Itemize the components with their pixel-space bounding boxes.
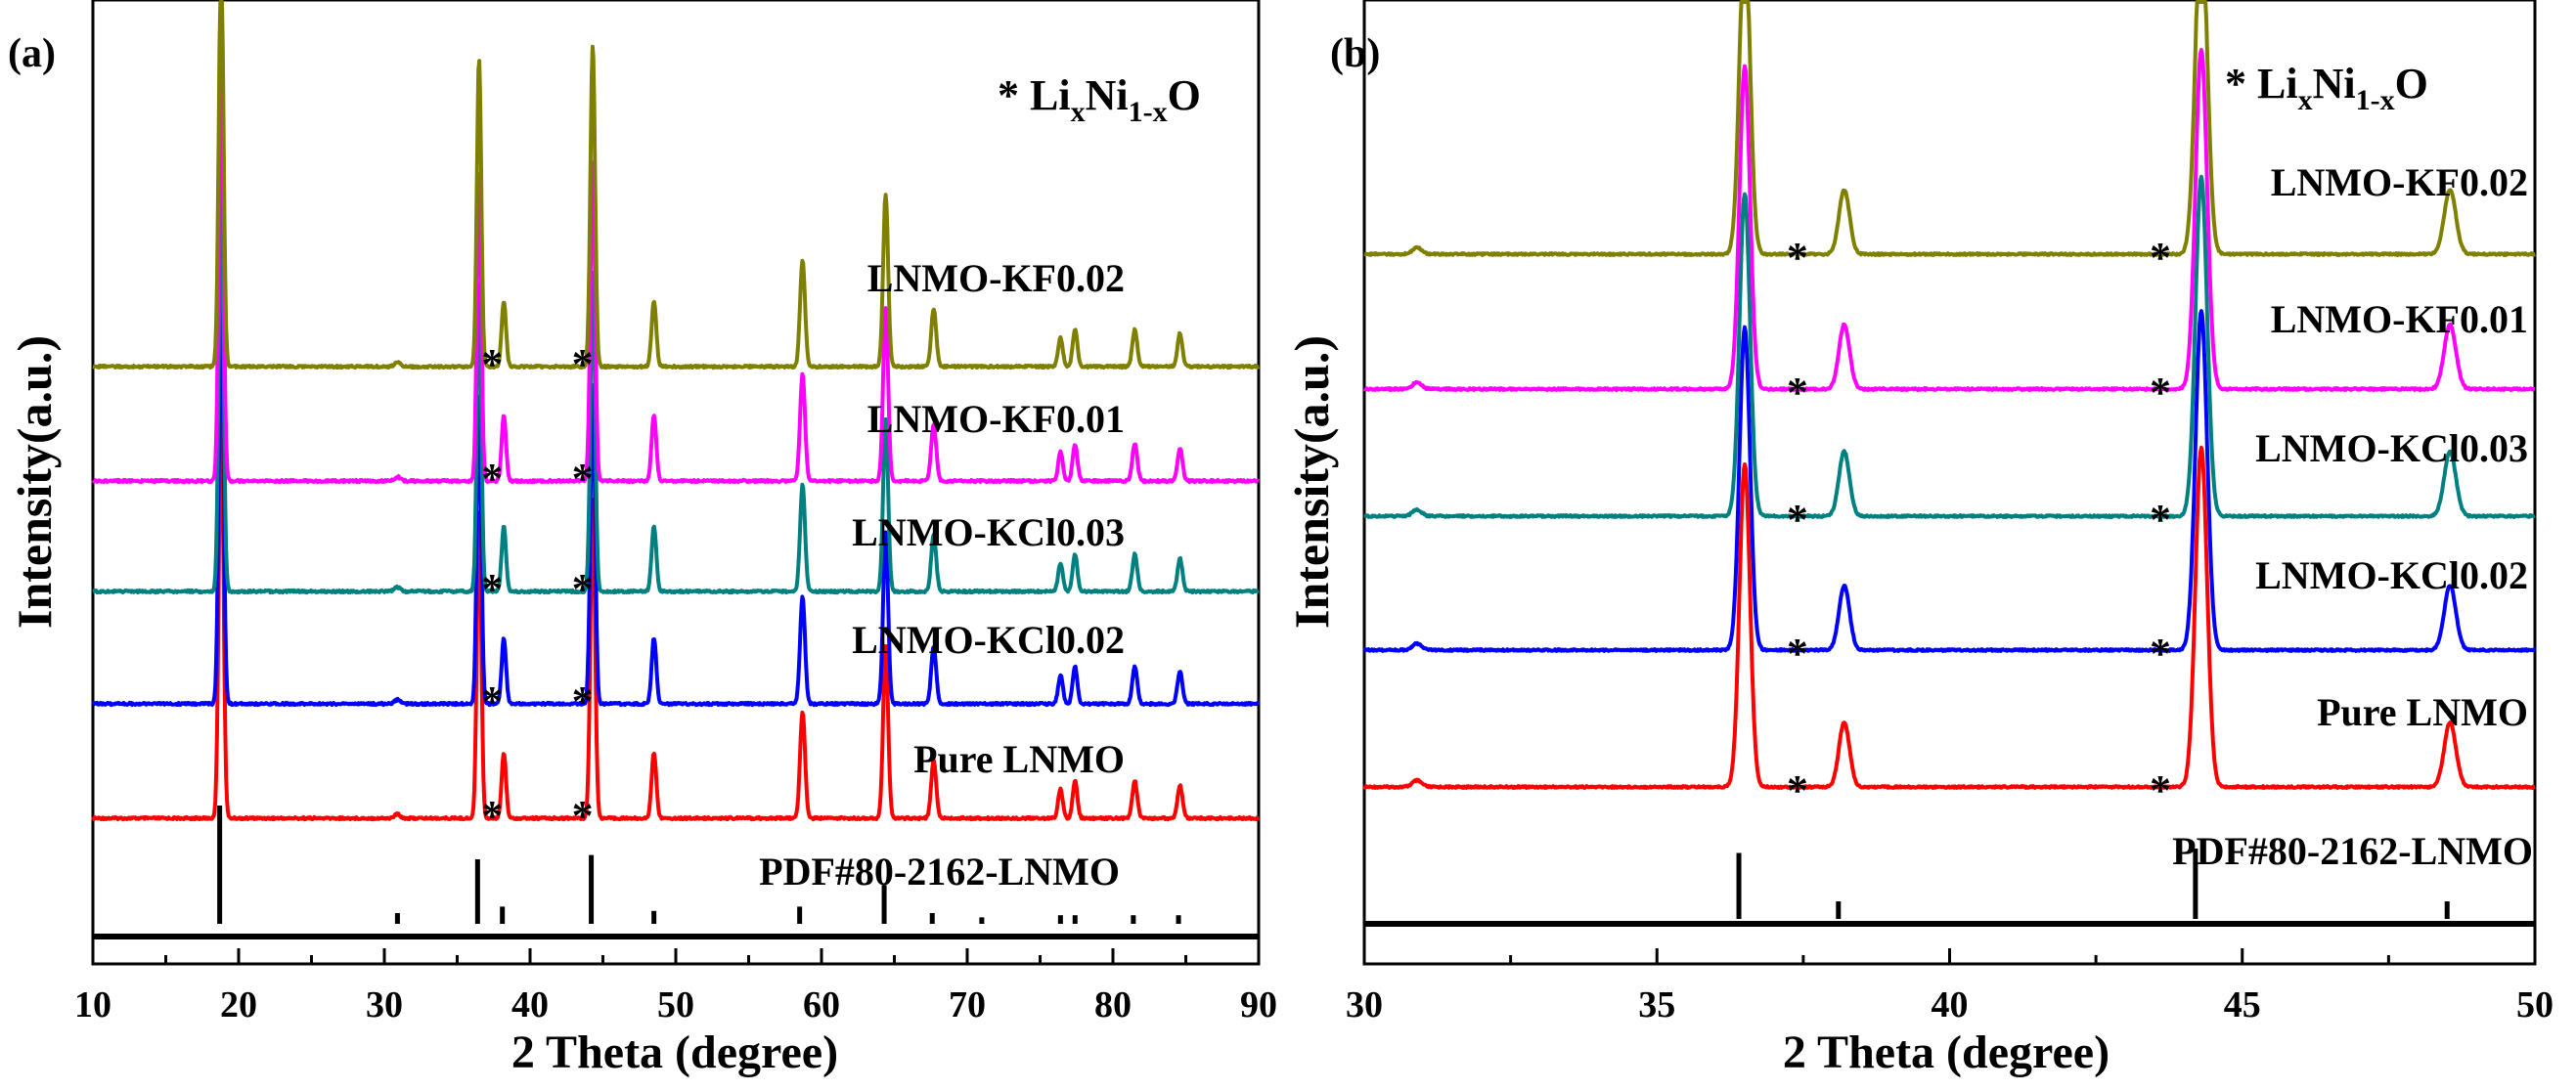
impurity-asterisk: *: [1787, 630, 1808, 677]
reference-label: PDF#80-2162-LNMO: [2172, 829, 2533, 873]
series-label: LNMO-KCl0.02: [852, 618, 1125, 662]
impurity-asterisk: *: [572, 565, 594, 613]
x-tick-label: 80: [1094, 984, 1132, 1026]
impurity-asterisk: *: [1787, 234, 1808, 282]
impurity-asterisk: *: [572, 455, 594, 502]
plot-frame: [1362, 0, 2537, 966]
x-axis-label: 2 Theta (degree): [1783, 1026, 2110, 1078]
series-label: LNMO-KF0.02: [2271, 160, 2528, 204]
impurity-asterisk: *: [1787, 766, 1808, 814]
panel-label: (a): [8, 31, 56, 76]
legend-text-part: Li: [2257, 60, 2298, 108]
impurity-asterisk: *: [481, 677, 503, 725]
impurity-asterisk: *: [1787, 496, 1808, 544]
x-tick-label: 50: [2516, 984, 2554, 1026]
legend-text-part: *: [998, 71, 1030, 119]
series-line-lnmo-kf0-01: [91, 68, 1261, 485]
x-tick-label: 90: [1240, 984, 1277, 1026]
series-line-lnmo-kf0-02: [91, 0, 1261, 371]
impurity-asterisk: *: [2150, 234, 2171, 282]
x-tick-label: 30: [366, 984, 403, 1026]
series-label: Pure LNMO: [2317, 690, 2528, 734]
impurity-asterisk: *: [572, 792, 594, 840]
x-tick-label: 40: [511, 984, 549, 1026]
series-line-lnmo-kcl0-02: [1362, 309, 2537, 653]
x-tick-label: 45: [2224, 984, 2261, 1026]
x-tick-label: 50: [657, 984, 694, 1026]
impurity-asterisk: *: [481, 455, 503, 502]
legend-text-part: 1-x: [2356, 84, 2395, 116]
x-tick-label: 40: [1932, 984, 1969, 1026]
series-line-pure-lnmo: [1362, 445, 2537, 790]
impurity-asterisk: *: [572, 340, 594, 388]
series-label: LNMO-KCl0.02: [2255, 553, 2528, 597]
x-tick-label: 30: [1346, 984, 1383, 1026]
series-line-lnmo-kf0-01: [1362, 48, 2537, 392]
series-label: LNMO-KCl0.03: [2255, 426, 2528, 470]
impurity-asterisk: *: [2150, 496, 2171, 544]
series-label: LNMO-KCl0.03: [852, 510, 1125, 554]
series-line-lnmo-kcl0-03: [1362, 174, 2537, 519]
x-tick-label: 20: [220, 984, 257, 1026]
impurity-asterisk: *: [572, 677, 594, 725]
series-line-lnmo-kcl0-02: [91, 290, 1261, 708]
panel-label: (b): [1330, 31, 1380, 76]
impurity-legend: * LixNi1-xO: [2225, 60, 2428, 116]
x-tick-label: 10: [74, 984, 111, 1026]
series-label: LNMO-KF0.01: [2271, 297, 2528, 341]
x-tick-label: 60: [803, 984, 840, 1026]
impurity-asterisk: *: [481, 340, 503, 388]
legend-text-part: 1-x: [1129, 96, 1168, 128]
x-tick-label: 70: [949, 984, 986, 1026]
series-line-pure-lnmo: [91, 406, 1261, 822]
x-axis-label: 2 Theta (degree): [511, 1026, 838, 1078]
legend-text-part: x: [2298, 84, 2313, 116]
series-label: LNMO-KF0.01: [867, 397, 1125, 441]
series-line-lnmo-kf0-02: [1362, 0, 2537, 257]
impurity-legend: * LixNi1-xO: [998, 71, 1201, 128]
legend-text-part: O: [1168, 71, 1201, 119]
legend-text-part: Li: [1030, 71, 1071, 119]
y-axis-label: Intensity(a.u.): [7, 335, 62, 629]
reference-label: PDF#80-2162-LNMO: [759, 850, 1120, 894]
series-label: Pure LNMO: [913, 737, 1125, 781]
impurity-asterisk: *: [2150, 766, 2171, 814]
y-axis-label: Intensity(a.u.): [1284, 335, 1339, 629]
legend-text-part: Ni: [1086, 71, 1129, 119]
x-tick-label: 35: [1638, 984, 1675, 1026]
panel-b-chart: * * Pure LNMO * * LNMO-KCl0.02 * * LNMO-KCl0.03 *…: [1284, 0, 2554, 1078]
impurity-asterisk: *: [481, 792, 503, 840]
impurity-asterisk: *: [2150, 630, 2171, 677]
impurity-asterisk: *: [1787, 369, 1808, 416]
series-label: LNMO-KF0.02: [867, 256, 1125, 300]
legend-text-part: *: [2225, 60, 2257, 108]
impurity-asterisk: *: [481, 565, 503, 613]
legend-text-part: Ni: [2313, 60, 2356, 108]
impurity-asterisk: *: [2150, 369, 2171, 416]
panel-a-chart: * * Pure LNMO * * LNMO-KCl0.02 * * LNMO-KCl0.03 *…: [7, 0, 1277, 1078]
legend-text-part: x: [1071, 96, 1086, 128]
legend-text-part: O: [2395, 60, 2428, 108]
series-line-lnmo-kcl0-03: [91, 179, 1261, 595]
